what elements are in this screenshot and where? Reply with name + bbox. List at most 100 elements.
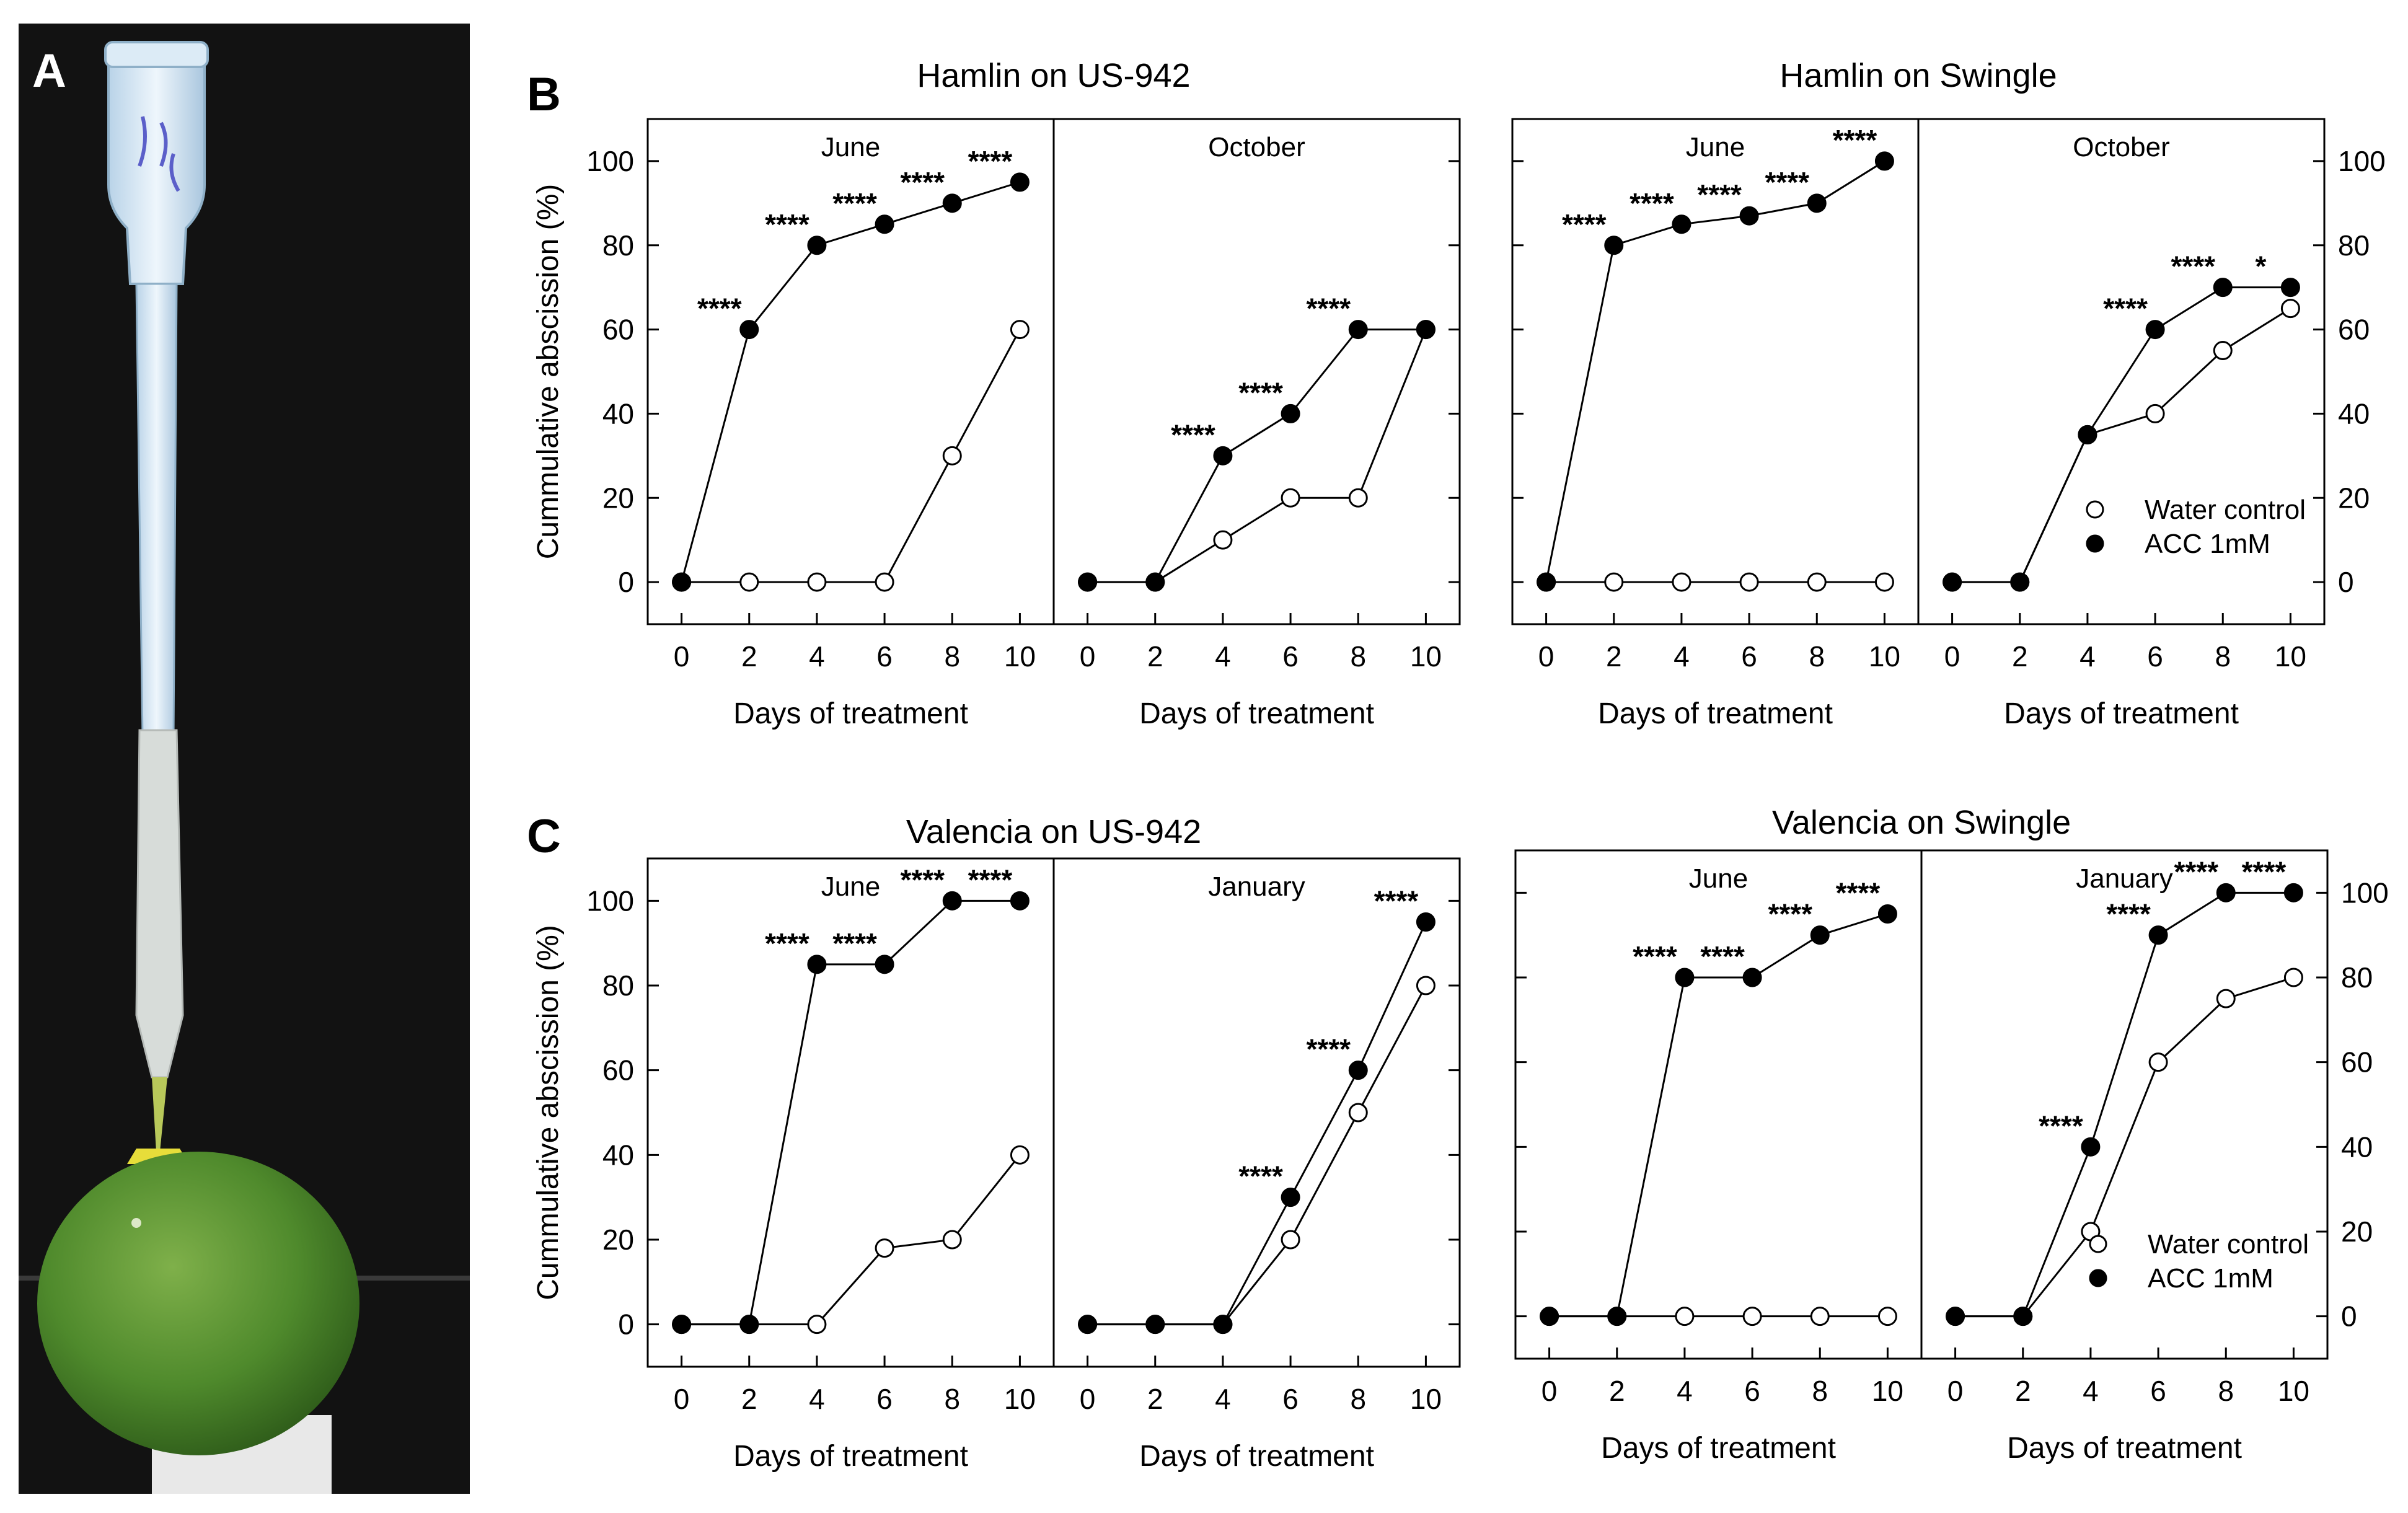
y-tick-label: 40 — [602, 1139, 634, 1171]
water-point — [2216, 989, 2236, 1008]
pipette-on-fruit-photo: A — [19, 24, 470, 1494]
acc-point — [942, 193, 962, 213]
subplot-label: June — [821, 132, 880, 162]
significance-label: **** — [1836, 877, 1881, 909]
x-tick-label: 0 — [1080, 1383, 1096, 1415]
significance-label: **** — [2106, 898, 2151, 930]
significance-label: **** — [1630, 187, 1674, 219]
y-tick-label: 20 — [2341, 1215, 2373, 1248]
x-axis-label: Days of treatment — [1139, 697, 1374, 730]
acc-point — [1078, 1315, 1098, 1334]
x-tick-label: 8 — [1812, 1375, 1828, 1407]
x-tick-label: 10 — [1410, 640, 1442, 673]
water-point — [1604, 572, 1624, 592]
acc-point — [1675, 968, 1695, 987]
acc-point — [1416, 912, 1436, 932]
x-axis-label: Days of treatment — [2007, 1432, 2242, 1465]
significance-label: **** — [1306, 293, 1351, 325]
acc-point — [1010, 172, 1030, 192]
parafilm-wrap — [135, 729, 184, 1079]
significance-label: **** — [968, 145, 1013, 177]
acc-point — [807, 955, 827, 974]
x-axis-label: Days of treatment — [1601, 1432, 1836, 1465]
acc-series-line — [681, 899, 1020, 1326]
water-point — [1877, 1307, 1897, 1326]
y-tick-label: 60 — [602, 314, 634, 346]
water-point — [1348, 1103, 1368, 1123]
acc-point — [942, 891, 962, 911]
water-point — [2145, 404, 2165, 423]
significance-label: **** — [900, 166, 945, 198]
y-tick-label: 80 — [2338, 229, 2370, 262]
acc-series-line — [681, 181, 1020, 583]
water-point — [1416, 976, 1436, 995]
x-tick-label: 0 — [1538, 640, 1555, 673]
acc-point — [2013, 1307, 2033, 1326]
acc-point — [1416, 320, 1436, 340]
water-point — [2283, 968, 2303, 987]
subplot-label: October — [2073, 132, 2170, 162]
x-tick-label: 0 — [674, 640, 690, 673]
water-point — [2213, 341, 2233, 361]
x-tick-label: 10 — [1869, 640, 1900, 673]
x-tick-label: 4 — [2083, 1375, 2099, 1407]
x-tick-label: 6 — [876, 640, 893, 673]
chart-title: Hamlin on Swingle — [1780, 57, 2057, 94]
significance-label: **** — [1562, 208, 1607, 240]
water-point — [942, 446, 962, 465]
significance-label: **** — [765, 927, 809, 959]
acc-point — [1348, 1061, 1368, 1080]
x-tick-label: 0 — [1080, 640, 1096, 673]
y-tick-label: 40 — [2341, 1131, 2373, 1163]
y-tick-label: 0 — [618, 1308, 634, 1341]
acc-point — [2145, 320, 2165, 340]
significance-label: **** — [1306, 1033, 1351, 1065]
water-point — [807, 572, 827, 592]
water-point — [1807, 572, 1827, 592]
acc-series-line — [1549, 913, 1888, 1318]
acc-point — [2148, 925, 2168, 945]
acc-point — [1213, 446, 1233, 465]
y-tick-label: 40 — [602, 397, 634, 430]
x-tick-label: 2 — [1147, 640, 1163, 673]
x-tick-label: 2 — [741, 640, 757, 673]
x-tick-label: 6 — [1741, 640, 1757, 673]
legend-acc-label: ACC 1mM — [2148, 1263, 2273, 1294]
y-tick-label: 20 — [602, 1224, 634, 1256]
significance-label: **** — [1238, 376, 1283, 408]
water-point — [1213, 530, 1233, 550]
significance-label: **** — [1700, 940, 1745, 973]
y-axis-label: Cummulative abscission (%) — [532, 925, 565, 1300]
acc-point — [875, 214, 894, 234]
acc-point — [1874, 151, 1894, 171]
water-point — [739, 572, 759, 592]
x-axis-label: Days of treatment — [733, 697, 968, 730]
pipette-bulb — [107, 47, 206, 285]
subplot-label: January — [1208, 871, 1305, 902]
significance-label: **** — [1171, 418, 1215, 451]
acc-point — [1537, 572, 1556, 592]
y-tick-label: 80 — [2341, 961, 2373, 994]
significance-label: **** — [1833, 124, 1877, 156]
x-tick-label: 8 — [944, 640, 960, 673]
x-tick-label: 4 — [1215, 640, 1231, 673]
water-point — [875, 1238, 894, 1258]
significance-label: * — [2255, 250, 2266, 283]
acc-point — [1145, 572, 1165, 592]
y-tick-label: 0 — [2341, 1300, 2357, 1333]
water-point — [1348, 488, 1368, 508]
x-tick-label: 10 — [1872, 1375, 1903, 1407]
acc-series-line — [1087, 329, 1426, 583]
acc-series-line — [1955, 891, 2294, 1318]
water-point — [2148, 1052, 2168, 1072]
acc-point — [2078, 425, 2097, 444]
y-tick-label: 60 — [602, 1054, 634, 1087]
x-tick-label: 6 — [1282, 640, 1299, 673]
significance-label: **** — [832, 187, 877, 219]
x-tick-label: 0 — [1947, 1375, 1964, 1407]
acc-point — [1010, 891, 1030, 911]
acc-point — [1739, 206, 1759, 226]
x-tick-label: 6 — [2147, 640, 2163, 673]
y-tick-label: 0 — [2338, 566, 2354, 598]
significance-label: **** — [697, 293, 742, 325]
